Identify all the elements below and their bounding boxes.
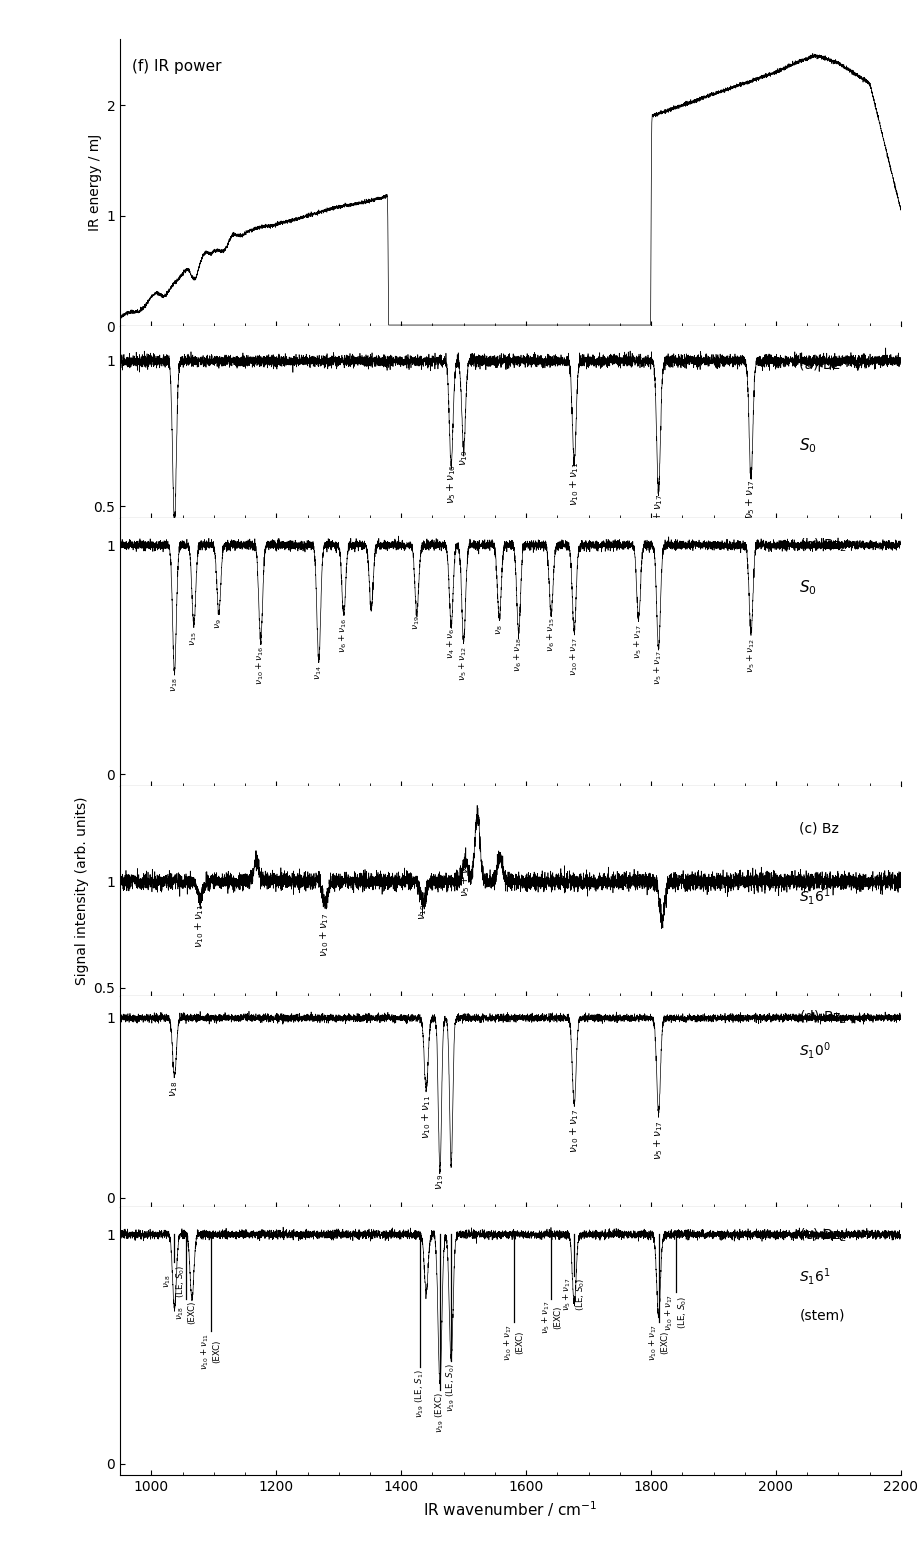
Y-axis label: Signal intensity (arb. units): Signal intensity (arb. units) (75, 797, 90, 985)
Text: $\nu_5+\nu_{17}$
(EXC): $\nu_5+\nu_{17}$ (EXC) (541, 1301, 562, 1335)
Text: $\nu_5+\nu_{16}$: $\nu_5+\nu_{16}$ (444, 464, 457, 504)
Text: $\nu_4+\nu_6$: $\nu_4+\nu_6$ (445, 629, 457, 660)
Text: $\nu_5+\nu_{17}$: $\nu_5+\nu_{17}$ (633, 624, 644, 660)
Text: $\nu_8$: $\nu_8$ (494, 624, 505, 635)
Text: $\nu_5+\nu_{17}$: $\nu_5+\nu_{17}$ (745, 479, 758, 520)
Text: $\nu_{19}$ (LE, $S_1$): $\nu_{19}$ (LE, $S_1$) (414, 1369, 426, 1419)
Text: $\nu_{10}+\nu_{11}$
(EXC): $\nu_{10}+\nu_{11}$ (EXC) (200, 1333, 222, 1371)
Text: $\nu_{19}$: $\nu_{19}$ (417, 904, 429, 920)
Text: $\nu_{10}+\nu_{17}$: $\nu_{10}+\nu_{17}$ (568, 1109, 580, 1153)
Text: $S_0$: $S_0$ (799, 437, 817, 456)
Text: $\nu_{10}+\nu_{16}$: $\nu_{10}+\nu_{16}$ (255, 646, 266, 685)
Text: (f) IR power: (f) IR power (132, 59, 222, 75)
Text: $\nu_{19}$ (LE, $S_0$): $\nu_{19}$ (LE, $S_0$) (445, 1363, 457, 1411)
Text: $\nu_5+\nu_{17}$
(LE, $S_0$): $\nu_5+\nu_{17}$ (LE, $S_0$) (561, 1277, 587, 1312)
Text: $\nu_{10}+\nu_{17}$: $\nu_{10}+\nu_{17}$ (568, 636, 580, 675)
Text: $S_1 6^1$: $S_1 6^1$ (799, 1267, 831, 1287)
Text: $\nu_5+\nu_{17}$: $\nu_5+\nu_{17}$ (652, 1120, 665, 1159)
Text: $\nu_{14}$: $\nu_{14}$ (313, 664, 324, 680)
Text: $\nu_5+\nu_{12}$: $\nu_5+\nu_{12}$ (458, 646, 469, 680)
Text: $\nu_6+\nu_{16}$: $\nu_6+\nu_{16}$ (338, 618, 349, 654)
Text: $\nu_{19}$ (EXC): $\nu_{19}$ (EXC) (433, 1393, 446, 1433)
Text: $\nu_{18}$: $\nu_{18}$ (168, 1080, 180, 1097)
Text: $\nu_{10}+\nu_{17}$
(EXC): $\nu_{10}+\nu_{17}$ (EXC) (503, 1324, 525, 1362)
Text: $\nu_5+\nu_{17}$: $\nu_5+\nu_{17}$ (459, 857, 472, 898)
Text: $\nu_{10}+\nu_{11}$: $\nu_{10}+\nu_{11}$ (568, 462, 580, 506)
Text: (a) Bz: (a) Bz (799, 358, 840, 372)
Text: $\nu_5+\nu_{17}$: $\nu_5+\nu_{17}$ (652, 650, 664, 685)
Text: $S_1 6^1$: $S_1 6^1$ (799, 885, 831, 907)
Text: (e) Bz$_2$: (e) Bz$_2$ (799, 1226, 847, 1243)
Text: $S_1 0^0$: $S_1 0^0$ (799, 1039, 832, 1061)
Text: $\nu_{10}+\nu_{11}$: $\nu_{10}+\nu_{11}$ (419, 1094, 432, 1139)
Text: $\nu_{19}$: $\nu_{19}$ (411, 616, 422, 630)
Text: $\nu_{18}$: $\nu_{18}$ (169, 678, 179, 692)
Text: $\nu_{18}$
(EXC): $\nu_{18}$ (EXC) (176, 1301, 196, 1324)
Text: (b) Bz$_2$: (b) Bz$_2$ (799, 537, 847, 554)
Text: (d) Bz$_2$: (d) Bz$_2$ (799, 1008, 847, 1025)
Text: $\nu_{10}+\nu_{11}$: $\nu_{10}+\nu_{11}$ (194, 904, 206, 948)
Text: (c) Bz: (c) Bz (799, 822, 839, 836)
Text: $\nu_{10}+\nu_{17}$: $\nu_{10}+\nu_{17}$ (652, 493, 665, 538)
Text: $\nu_{10}+\nu_{17}$
(LE, $S_0$): $\nu_{10}+\nu_{17}$ (LE, $S_0$) (663, 1295, 689, 1332)
Text: (stem): (stem) (799, 1309, 845, 1323)
Text: $\nu_6+\nu_{18}$: $\nu_6+\nu_{18}$ (513, 636, 525, 672)
Text: $\nu_{18}$
(LE, $S_0$): $\nu_{18}$ (LE, $S_0$) (162, 1265, 187, 1298)
Text: $\nu_{19}$: $\nu_{19}$ (457, 450, 469, 465)
Text: $\nu_{10}+\nu_{17}$
(EXC): $\nu_{10}+\nu_{17}$ (EXC) (648, 1324, 670, 1362)
Text: $\nu_9$: $\nu_9$ (213, 619, 224, 629)
Text: $\nu_6+\nu_{15}$: $\nu_6+\nu_{15}$ (545, 618, 557, 652)
Text: $\nu_{15}$: $\nu_{15}$ (188, 632, 199, 646)
Text: $\nu_{19}$: $\nu_{19}$ (434, 1173, 445, 1190)
Y-axis label: IR energy / mJ: IR energy / mJ (88, 134, 103, 232)
Text: $\nu_{18}$: $\nu_{18}$ (168, 520, 180, 535)
Text: $\nu_5+\nu_{12}$: $\nu_5+\nu_{12}$ (746, 638, 757, 674)
Text: $\nu_{10}+\nu_{17}$: $\nu_{10}+\nu_{17}$ (319, 913, 332, 957)
Text: $S_0$: $S_0$ (799, 579, 817, 598)
X-axis label: IR wavenumber / cm$^{-1}$: IR wavenumber / cm$^{-1}$ (423, 1500, 598, 1519)
